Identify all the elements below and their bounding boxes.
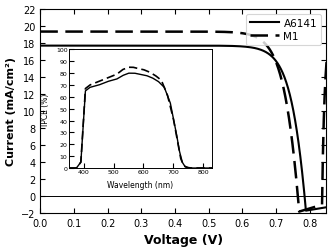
A6141 xyxy=(301,176,305,179)
M1 xyxy=(297,210,301,213)
A6141 xyxy=(176,45,180,48)
M1 xyxy=(39,31,42,34)
A6141 xyxy=(304,209,308,212)
A6141 xyxy=(253,47,257,50)
Legend: A6141, M1: A6141, M1 xyxy=(246,15,321,46)
X-axis label: Voltage (V): Voltage (V) xyxy=(144,234,223,246)
A6141 xyxy=(230,45,234,48)
Line: M1: M1 xyxy=(41,33,332,212)
A6141 xyxy=(331,97,332,100)
M1 xyxy=(85,31,89,34)
Line: A6141: A6141 xyxy=(41,46,332,211)
A6141 xyxy=(64,45,68,48)
M1 xyxy=(283,92,287,95)
M1 xyxy=(331,32,332,35)
Y-axis label: Current (mA/cm²): Current (mA/cm²) xyxy=(6,57,16,166)
M1 xyxy=(218,31,222,34)
M1 xyxy=(150,31,154,34)
M1 xyxy=(182,31,186,34)
A6141 xyxy=(39,45,42,48)
A6141 xyxy=(253,47,257,50)
M1 xyxy=(207,31,210,34)
